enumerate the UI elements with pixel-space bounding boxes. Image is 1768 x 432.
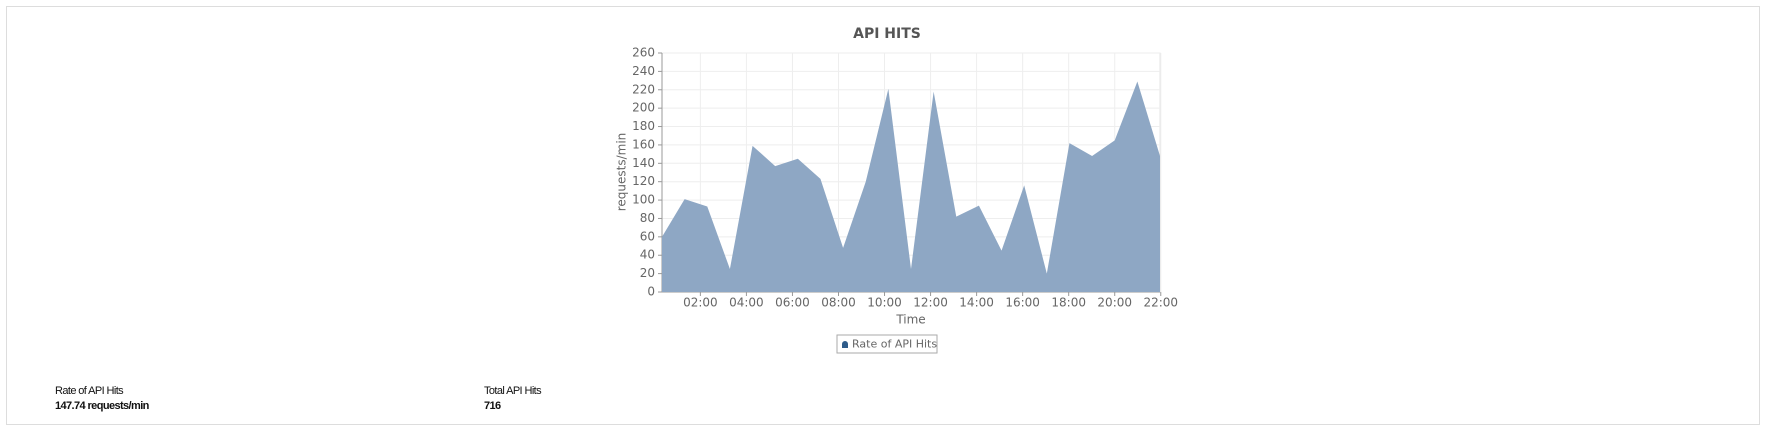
y-tick-label: 20 xyxy=(640,266,655,280)
stat-value: 147.74 requests/min xyxy=(55,400,149,412)
chart: API HITS Time requests/min 0 20 40 60 80 100 1… xyxy=(615,26,1178,354)
area xyxy=(662,81,1160,292)
y-tick-label: 260 xyxy=(632,46,655,60)
x-tick-label: 12:00 xyxy=(913,296,948,310)
x-tick-label: 02:00 xyxy=(683,296,718,310)
stat: Total API Hits 716 xyxy=(484,385,542,412)
legend-box xyxy=(836,334,938,354)
chart-title: API HITS xyxy=(853,26,921,42)
x-tick-label: 22:00 xyxy=(1143,296,1178,310)
panel xyxy=(6,6,1760,425)
x-tick-label: 16:00 xyxy=(1005,296,1040,310)
y-tick-label: 140 xyxy=(632,156,655,170)
y-tick-label: 240 xyxy=(632,64,655,78)
y-tick-label: 180 xyxy=(632,119,655,133)
y-tick-label: 160 xyxy=(632,137,655,151)
y-tick-label: 200 xyxy=(632,101,655,115)
y-axis-label: requests/min xyxy=(615,133,629,212)
y-tick-label: 40 xyxy=(640,248,655,262)
y-tick-label: 100 xyxy=(632,193,655,207)
x-tick-label: 06:00 xyxy=(775,296,810,310)
y-tick-label: 220 xyxy=(632,82,655,96)
stat-label: Total API Hits xyxy=(484,385,542,397)
y-tick-label: 80 xyxy=(640,211,655,225)
stat-value: 716 xyxy=(484,400,501,412)
stat-label: Rate of API Hits xyxy=(55,385,124,397)
x-axis-label: Time xyxy=(895,313,925,327)
stat: Rate of API Hits 147.74 requests/min xyxy=(55,385,149,412)
x-tick-label: 08:00 xyxy=(821,296,856,310)
x-tick-label: 20:00 xyxy=(1097,296,1132,310)
x-tick-label: 18:00 xyxy=(1051,296,1086,310)
x-tick-label: 04:00 xyxy=(729,296,764,310)
y-tick-label: 120 xyxy=(632,174,655,188)
y-tick-label: 60 xyxy=(640,229,655,243)
x-tick-label: 10:00 xyxy=(867,296,902,310)
legend-label: Rate of API Hits xyxy=(852,338,937,351)
x-tick-label: 14:00 xyxy=(959,296,994,310)
legend-swatch xyxy=(842,341,848,348)
y-tick-label: 0 xyxy=(647,285,655,299)
